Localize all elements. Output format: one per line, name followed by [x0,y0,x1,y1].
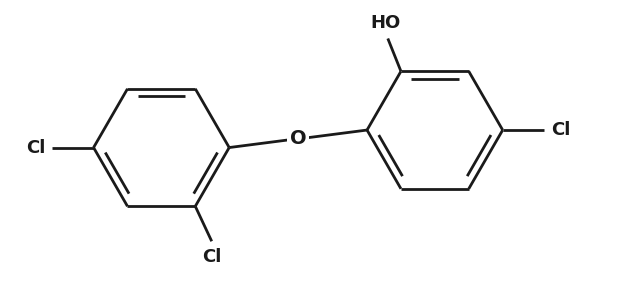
Text: O: O [290,129,307,148]
Text: Cl: Cl [551,121,570,139]
Text: Cl: Cl [202,248,221,266]
Text: HO: HO [371,14,401,32]
Text: Cl: Cl [26,138,45,156]
